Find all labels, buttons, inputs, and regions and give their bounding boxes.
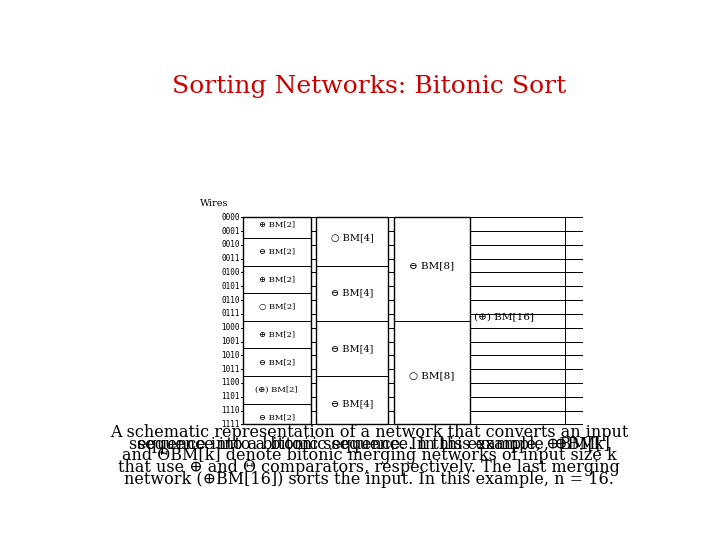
Text: 0111: 0111 (221, 309, 240, 319)
Text: A schematic representation of a network that converts an input: A schematic representation of a network … (110, 424, 628, 441)
Text: ⊕ BM[2]: ⊕ BM[2] (258, 220, 294, 228)
Text: ⊖ BM[2]: ⊖ BM[2] (258, 358, 294, 366)
Bar (394, 217, 469, 424)
Text: ⊖ BM[2]: ⊖ BM[2] (258, 414, 294, 422)
Text: 1110: 1110 (221, 406, 240, 415)
Text: ⊕ BM[2]: ⊕ BM[2] (258, 275, 294, 284)
Text: 1011: 1011 (221, 364, 240, 374)
Text: ⊖ BM[4]: ⊖ BM[4] (331, 344, 374, 353)
Text: 0001: 0001 (221, 227, 240, 235)
Text: network (⊕BM[16]) sorts the input. In this example, n = 16.: network (⊕BM[16]) sorts the input. In th… (124, 470, 614, 488)
Text: ⊖ BM[2]: ⊖ BM[2] (258, 248, 294, 256)
Text: Wires: Wires (200, 199, 228, 208)
Text: ○ BM[4]: ○ BM[4] (331, 233, 374, 242)
Text: ⊖ BM[4]: ⊖ BM[4] (331, 399, 374, 408)
Text: sequence into a bitonic sequence. In this example, ⊕BM[: sequence into a bitonic sequence. In thi… (137, 436, 601, 453)
Text: 1010: 1010 (221, 351, 240, 360)
Text: 1111: 1111 (221, 420, 240, 429)
Text: 0000: 0000 (221, 213, 240, 222)
Text: 0010: 0010 (221, 240, 240, 249)
Text: ○ BM[8]: ○ BM[8] (409, 372, 454, 381)
Text: (⊕) BM[16]: (⊕) BM[16] (474, 312, 534, 321)
Text: Sorting Networks: Bitonic Sort: Sorting Networks: Bitonic Sort (172, 75, 566, 98)
Text: and ΘBM[k] denote bitonic merging networks of input size k: and ΘBM[k] denote bitonic merging networ… (122, 448, 616, 464)
Text: 0101: 0101 (221, 282, 240, 291)
Text: 0110: 0110 (221, 295, 240, 305)
Bar (316, 217, 388, 424)
Text: ⊕ BM[2]: ⊕ BM[2] (258, 330, 294, 339)
Bar (243, 217, 311, 424)
Text: (⊕) BM[2]: (⊕) BM[2] (256, 386, 298, 394)
Text: 0011: 0011 (221, 254, 240, 263)
Text: ○ BM[2]: ○ BM[2] (258, 303, 295, 311)
Text: 1001: 1001 (221, 337, 240, 346)
Text: ⊖ BM[4]: ⊖ BM[4] (331, 289, 374, 298)
Text: sequence into a bitonic sequence. In this example, ⊕BM[k]: sequence into a bitonic sequence. In thi… (129, 436, 609, 453)
Text: ⊖ BM[8]: ⊖ BM[8] (409, 261, 454, 270)
Text: that use ⊕ and Θ comparators, respectively. The last merging: that use ⊕ and Θ comparators, respective… (118, 459, 620, 476)
Text: 1101: 1101 (221, 392, 240, 401)
Text: 1000: 1000 (221, 323, 240, 332)
Text: 1100: 1100 (221, 379, 240, 388)
Text: 0100: 0100 (221, 268, 240, 277)
